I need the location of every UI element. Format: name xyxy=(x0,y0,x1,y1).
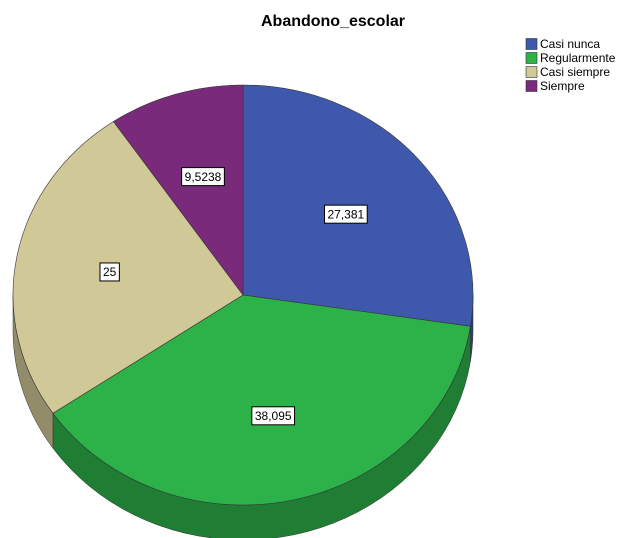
legend-swatch xyxy=(525,66,538,78)
legend-label: Siempre xyxy=(540,79,585,93)
legend-label: Casi nunca xyxy=(540,37,600,51)
data-label-box xyxy=(99,262,120,282)
data-label: 38,095 xyxy=(251,406,296,426)
data-label-text: 25 xyxy=(103,265,117,279)
legend-swatch xyxy=(525,52,538,64)
data-label-box xyxy=(324,204,368,224)
legend-swatch xyxy=(525,80,538,92)
slice xyxy=(52,294,471,506)
slice xyxy=(12,121,244,414)
slice xyxy=(113,84,244,296)
legend-swatch xyxy=(525,38,538,50)
data-label-text: 9,5238 xyxy=(185,170,222,184)
data-label: 25 xyxy=(99,262,120,282)
chart-title: Abandono_escolar xyxy=(261,13,405,30)
data-label-box xyxy=(251,406,296,426)
data-label-text: 38,095 xyxy=(255,409,292,423)
data-label: 9,5238 xyxy=(181,167,225,187)
legend-label: Regularmente xyxy=(540,51,616,65)
legend-label: Casi siempre xyxy=(540,65,610,79)
data-label: 27,381 xyxy=(324,204,368,224)
data-label-box xyxy=(181,167,225,187)
data-label-text: 27,381 xyxy=(328,207,365,221)
